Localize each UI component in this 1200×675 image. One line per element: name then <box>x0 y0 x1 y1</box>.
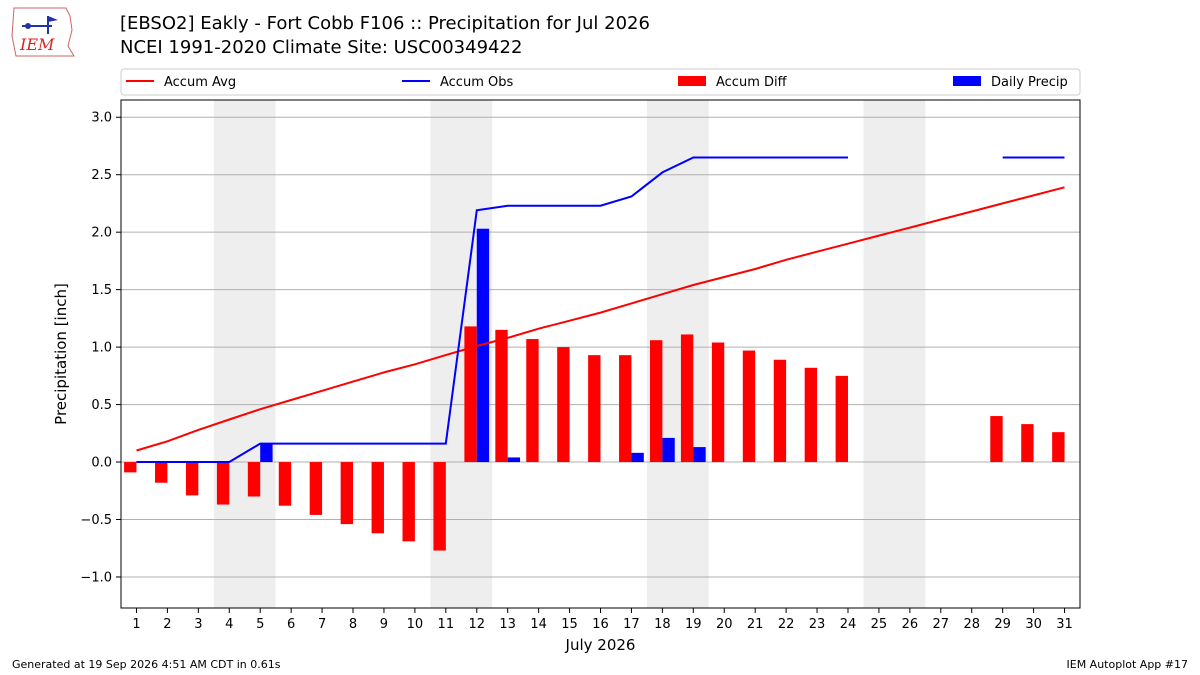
chart-title: [EBSO2] Eakly - Fort Cobb F106 :: Precip… <box>120 13 650 34</box>
accum-avg-line <box>136 186 1065 452</box>
accum-diff-legend-label: Accum Diff <box>716 75 788 90</box>
accum-diff-bar <box>216 462 230 505</box>
accum-diff-bar <box>124 462 137 473</box>
x-tick-label: 18 <box>654 617 671 632</box>
x-tick-label: 10 <box>407 617 424 632</box>
app-label: IEM Autoplot App #17 <box>1066 658 1189 671</box>
x-tick-label: 25 <box>871 617 888 632</box>
y-axis: −1.0 −0.5 0.0 0.5 1.0 1.5 2.0 2.5 3.0 <box>80 111 121 585</box>
y-tick-label: 0.5 <box>91 398 112 413</box>
x-tick-label: 29 <box>994 617 1011 632</box>
x-tick-label: 11 <box>438 617 455 632</box>
accum-diff-bar <box>649 340 663 463</box>
accum-diff-bar <box>619 355 632 463</box>
accum-diff-bar <box>155 462 168 483</box>
x-tick-label: 5 <box>256 617 264 632</box>
weekend-span-1 <box>213 100 276 608</box>
x-tick-label: 21 <box>747 617 764 632</box>
accum-avg-legend-label: Accum Avg <box>164 75 236 90</box>
daily-precip-bar <box>260 443 273 463</box>
generated-timestamp: Generated at 19 Sep 2026 4:51 AM CDT in … <box>12 658 281 671</box>
y-tick-label: 0.0 <box>91 456 112 471</box>
accum-diff-bar <box>557 347 570 463</box>
x-tick-label: 28 <box>963 617 980 632</box>
x-tick-label: 20 <box>716 617 733 632</box>
accum-obs-legend-label: Accum Obs <box>440 75 513 90</box>
accum-diff-bar <box>680 334 694 463</box>
accum-diff-bar <box>340 462 354 525</box>
accum-diff-bar <box>526 339 539 463</box>
legend-box <box>120 68 1081 96</box>
x-tick-label: 6 <box>287 617 295 632</box>
daily-precip-bar <box>662 437 675 463</box>
accum-diff-bar <box>278 462 292 506</box>
x-tick-label: 4 <box>225 617 233 632</box>
accum-diff-bar <box>1052 432 1065 463</box>
accum-diff-bar <box>711 342 725 463</box>
x-tick-label: 9 <box>380 617 388 632</box>
iem-logo: IEM <box>11 7 75 57</box>
x-tick-label: 22 <box>778 617 795 632</box>
x-axis: 1 2 3 4 5 6 7 8 9 10 11 12 13 14 15 16 17 18 19 20 21 22 23 24 2… <box>132 608 1073 632</box>
x-tick-label: 8 <box>349 617 357 632</box>
x-tick-label: 19 <box>685 617 702 632</box>
lines <box>136 156 1065 463</box>
x-tick-label: 23 <box>809 617 826 632</box>
x-tick-label: 12 <box>468 617 485 632</box>
logo-text: IEM <box>19 35 55 54</box>
accum-diff-bar <box>371 462 384 534</box>
accum-diff-bar <box>185 462 199 496</box>
accum-diff-bar <box>464 326 477 463</box>
x-tick-label: 31 <box>1056 617 1073 632</box>
y-tick-label: 2.0 <box>91 226 112 241</box>
accum-diff-bar <box>588 355 601 463</box>
y-tick-label: 1.5 <box>91 283 112 298</box>
daily-precip-bar <box>507 457 521 463</box>
accum-diff-bar <box>433 462 446 551</box>
x-tick-label: 3 <box>194 617 202 632</box>
accum-diff-bar <box>742 350 756 463</box>
x-tick-label: 15 <box>561 617 578 632</box>
x-tick-label: 26 <box>902 617 919 632</box>
accum-diff-bar <box>804 367 818 463</box>
x-tick-label: 30 <box>1025 617 1042 632</box>
x-tick-label: 1 <box>132 617 140 632</box>
weekend-span-4 <box>863 100 926 608</box>
x-tick-label: 2 <box>163 617 171 632</box>
x-tick-label: 7 <box>318 617 326 632</box>
accum-diff-bar <box>990 416 1003 463</box>
legend: Accum Avg Accum Obs Accum Diff Daily Precip <box>120 68 1081 96</box>
accum-diff-bar <box>247 462 261 497</box>
daily-precip-bar <box>631 452 644 463</box>
x-tick-label: 27 <box>933 617 950 632</box>
daily-precip-bar <box>693 447 706 463</box>
x-axis-label: July 2026 <box>565 636 636 654</box>
accum-diff-bar <box>495 329 508 463</box>
daily-precip-legend-label: Daily Precip <box>991 75 1068 90</box>
accum-diff-bar <box>402 462 415 542</box>
accum-diff-bar <box>773 359 787 463</box>
accum-diff-bar <box>309 462 323 515</box>
daily-precip-legend-swatch <box>953 76 981 86</box>
x-tick-label: 13 <box>499 617 516 632</box>
y-tick-label: 3.0 <box>91 111 112 126</box>
accum-diff-bar <box>835 375 848 463</box>
x-tick-label: 17 <box>623 617 640 632</box>
x-tick-label: 24 <box>840 617 857 632</box>
y-tick-label: −0.5 <box>80 513 112 528</box>
y-axis-label: Precipitation [inch] <box>52 283 70 425</box>
x-tick-label: 14 <box>530 617 547 632</box>
y-tick-label: 1.0 <box>91 341 112 356</box>
accum-diff-legend-swatch <box>678 76 706 86</box>
accum-obs-line <box>136 156 848 463</box>
bars <box>124 228 1065 551</box>
y-tick-label: −1.0 <box>80 570 112 585</box>
chart-subtitle: NCEI 1991-2020 Climate Site: USC00349422 <box>120 37 523 58</box>
x-tick-label: 16 <box>592 617 609 632</box>
y-tick-label: 2.5 <box>91 168 112 183</box>
accum-diff-bar <box>1021 424 1034 463</box>
